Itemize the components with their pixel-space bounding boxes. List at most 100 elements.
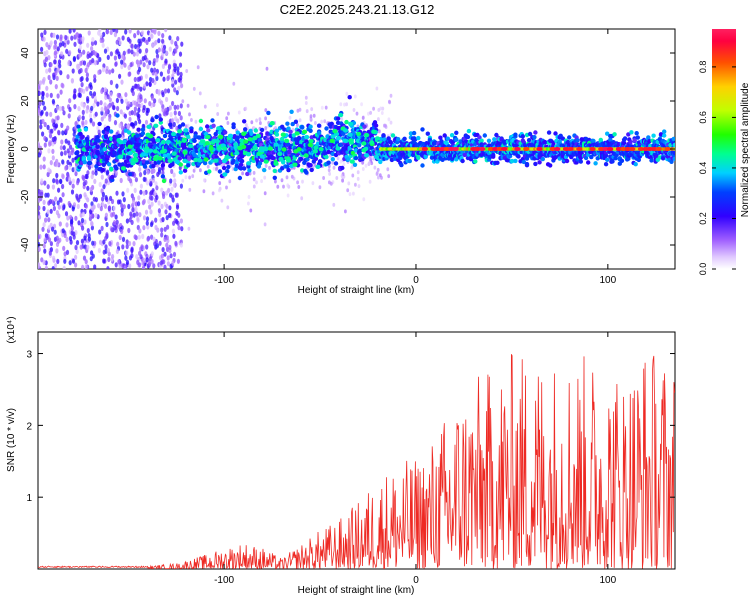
heatmap-cell [81,211,85,217]
heatmap-cell [109,51,113,57]
heatmap-cell [38,246,41,252]
heatmap-cell [308,163,313,168]
heatmap-cell [84,119,88,125]
heatmap-cell [76,65,80,71]
heatmap-cell [119,177,123,184]
heatmap-cell [174,240,178,246]
heatmap-cell [70,189,75,195]
heatmap-cell [64,211,69,217]
heatmap-cell [50,32,54,38]
heatmap-cell [146,236,150,242]
heatmap-cell [98,229,102,235]
heatmap-cell [149,221,154,228]
heatmap-cell [235,130,240,135]
heatmap-cell [249,208,253,213]
heatmap-cell [86,62,90,68]
heatmap-cell [105,221,109,228]
heatmap-cell [113,31,117,38]
heatmap-cell [174,40,178,47]
heatmap-cell [38,205,41,211]
heatmap-cell [101,191,105,198]
heatmap-cell [68,29,72,34]
heatmap-cell [106,247,110,253]
heatmap-cell [272,168,277,174]
heatmap-cell [125,171,129,177]
heatmap-cell [87,233,91,239]
heatmap-cell [516,154,521,159]
heatmap-cell [74,121,78,127]
heatmap-cell [255,180,258,185]
heatmap-cell [386,167,390,172]
heatmap-cell [161,92,165,98]
heatmap-cell [196,65,200,70]
heatmap-cell [271,156,276,161]
heatmap-cell [85,76,89,82]
heatmap-cell [48,250,52,256]
heatmap-cell [158,212,162,218]
heatmap-cell [420,127,425,132]
heatmap-cell [43,121,47,128]
heatmap-cell [176,132,181,137]
heatmap-cell [247,168,252,173]
heatmap-cell [341,131,346,136]
heatmap-cell [75,150,80,155]
heatmap-cell [41,100,45,106]
heatmap-cell [81,225,85,231]
heatmap-cell [103,87,107,93]
heatmap-cell [486,138,492,143]
heatmap-cell [153,67,157,73]
heatmap-cell [40,191,44,197]
heatmap-cell [360,102,363,107]
heatmap-cell [38,101,42,107]
heatmap-cell [86,155,92,160]
heatmap-cell [142,225,146,231]
heatmap-cell [94,197,98,203]
heatmap-cell [343,102,346,107]
heatmap-cell [513,158,518,164]
heatmap-cell [61,183,65,190]
heatmap-cell [98,181,102,188]
heatmap-cell [416,155,421,160]
heatmap-cell [142,36,146,42]
heatmap-cell [123,113,127,119]
heatmap-cell [165,139,171,145]
heatmap-cell [74,244,78,251]
heatmap-cell [182,168,188,173]
heatmap-cell [357,184,361,189]
heatmap-cell [47,44,51,50]
heatmap-cell [161,217,165,223]
heatmap-cell [175,219,179,225]
heatmap-cell [63,251,67,257]
heatmap-cell [160,174,166,179]
heatmap-cell [120,211,124,217]
heatmap-cell [80,238,84,244]
heatmap-cell [628,140,633,145]
heatmap-cell [41,95,45,101]
heatmap-cell [80,134,85,139]
heatmap-cell [153,190,157,196]
heatmap-cell [59,145,64,151]
heatmap-cell [635,135,640,140]
heatmap-cell [260,146,266,151]
heatmap-cell [176,258,180,264]
heatmap-cell [103,48,108,54]
heatmap-cell [280,178,284,183]
heatmap-cell [243,127,248,132]
heatmap-cell [234,150,240,156]
heatmap-cell [194,119,198,124]
heatmap-cell [42,164,46,170]
heatmap-cell [176,66,180,72]
heatmap-cell [120,79,124,85]
heatmap-cell [376,167,380,172]
heatmap-cell [177,156,182,161]
heatmap-cell [70,78,74,84]
heatmap-cell [143,83,147,89]
heatmap-cell [355,111,359,116]
heatmap-cell [62,204,66,210]
heatmap-cell [105,170,109,176]
heatmap-cell [140,152,146,157]
heatmap-cell [128,263,132,269]
heatmap-cell [42,205,46,212]
heatmap-cell [192,86,196,91]
heatmap-cell [71,183,75,189]
